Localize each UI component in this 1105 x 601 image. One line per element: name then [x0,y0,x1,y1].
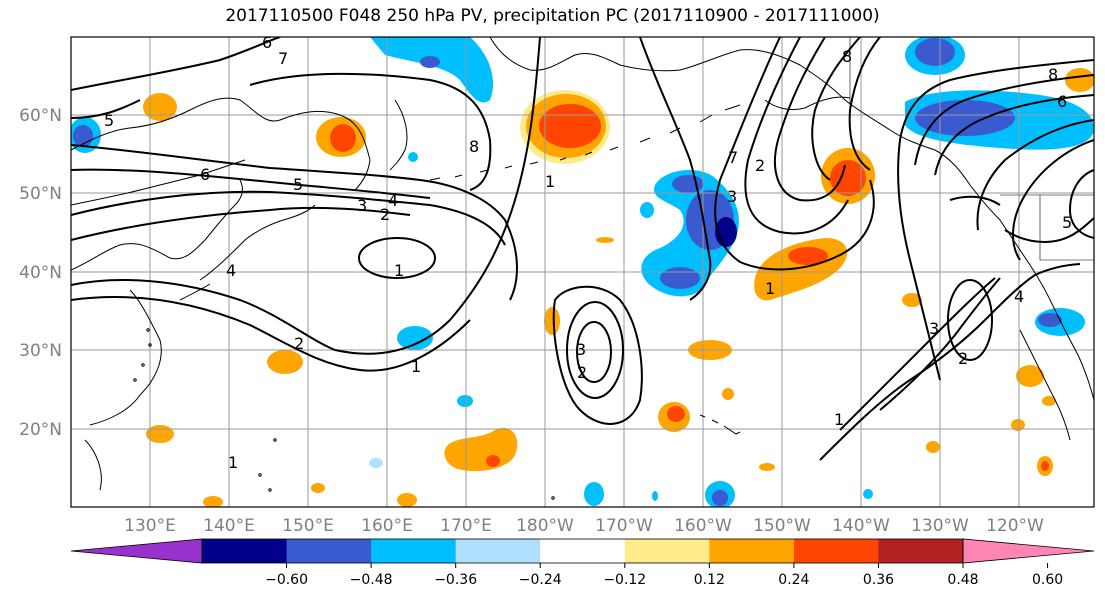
contour-label: 3 [357,196,367,215]
lon-label: 160°W [674,516,732,536]
contour-label: 8 [469,137,479,156]
colorbar-bins [71,539,1094,563]
colorbar-bin [540,539,626,563]
contour-label: 5 [1062,213,1072,232]
lat-label: 20°N [19,420,62,440]
contour-label: 2 [380,205,390,224]
map-frame [70,36,1095,508]
lon-label: 140°E [203,516,255,536]
colorbar-tick-label: 0.12 [694,572,725,588]
lon-label: 150°W [753,516,811,536]
map-panel: 6 7 5 6 5 4 3 2 1 8 1 2 4 3 2 1 8 7 3 2 … [71,33,1094,507]
colorbar-extend-high [963,539,1094,563]
colorbar-bin [371,539,457,563]
map-title: 2017110500 F048 250 hPa PV, precipitatio… [225,6,880,26]
colorbar-tick-label: −0.48 [350,572,393,588]
lon-label: 180°W [516,516,574,536]
lon-label: 130°W [911,516,969,536]
contour-label: 3 [929,319,939,338]
lat-label: 40°N [19,263,62,283]
colorbar-bin [878,539,964,563]
contour-label: 2 [294,334,304,353]
contour-label: 8 [1048,65,1058,84]
longitude-labels: 130°E 140°E 150°E 160°E 170°E 180°W 170°… [124,516,1044,536]
colorbar-bin [286,539,372,563]
lat-label: 60°N [19,106,62,126]
contour-label: 1 [765,279,775,298]
contour-label: 2 [958,349,968,368]
lon-label: 160°E [361,516,413,536]
contour-label: 2 [577,363,587,382]
contour-label: 4 [1014,287,1024,306]
colorbar-tick-label: 0.60 [1032,572,1063,588]
lat-label: 30°N [19,341,62,361]
contour-label: 6 [262,33,272,52]
graticule [71,37,1094,507]
colorbar-tick-label: 0.48 [947,572,978,588]
contour-label: 1 [411,357,421,376]
contour-label: 1 [228,453,238,472]
colorbar-tick-label: −0.24 [519,572,562,588]
contour-label: 8 [842,47,852,66]
coastlines [71,37,1094,500]
contour-label: 5 [104,111,114,130]
contour-label: 4 [388,191,398,210]
colorbar-extend-low [71,539,202,563]
colorbar-ticks: −0.60 −0.48 −0.36 −0.24 −0.12 0.12 0.24 0.36 0.4… [265,563,1063,588]
colorbar-bin [709,539,795,563]
contour-label: 3 [576,340,586,359]
contour-label: 4 [226,261,236,280]
latitude-labels: 60°N 50°N 40°N 30°N 20°N [19,106,62,440]
contour-label: 7 [728,148,738,167]
colorbar-tick-label: −0.12 [603,572,646,588]
colorbar-bin [624,539,710,563]
contour-label: 1 [545,172,555,191]
contour-label: 1 [394,261,404,280]
colorbar-tick-label: 0.24 [778,572,809,588]
contour-label: 6 [1057,92,1067,111]
colorbar-bin [455,539,541,563]
lat-label: 50°N [19,184,62,204]
contour-label: 7 [278,49,288,68]
contour-label: 2 [755,156,765,175]
colorbar-tick-label: 0.36 [863,572,894,588]
lon-label: 150°E [282,516,334,536]
colorbar-bin [793,539,879,563]
colorbar-bin [202,539,288,563]
lon-label: 130°E [124,516,176,536]
colorbar: −0.60 −0.48 −0.36 −0.24 −0.12 0.12 0.24 0.36 0.4… [70,538,1095,588]
colorbar-tick-label: −0.60 [265,572,308,588]
contour-label: 6 [200,165,210,184]
lon-label: 170°E [440,516,492,536]
contour-labels: 6 7 5 6 5 4 3 2 1 8 1 2 4 3 2 1 8 7 3 2 … [104,33,1072,472]
lon-label: 120°W [986,516,1044,536]
contour-label: 3 [727,187,737,206]
colorbar-tick-label: −0.36 [434,572,477,588]
contour-label: 1 [834,410,844,429]
contour-label: 5 [293,175,303,194]
pv-contours [71,37,1094,461]
lon-label: 170°W [595,516,653,536]
lon-label: 140°W [832,516,890,536]
